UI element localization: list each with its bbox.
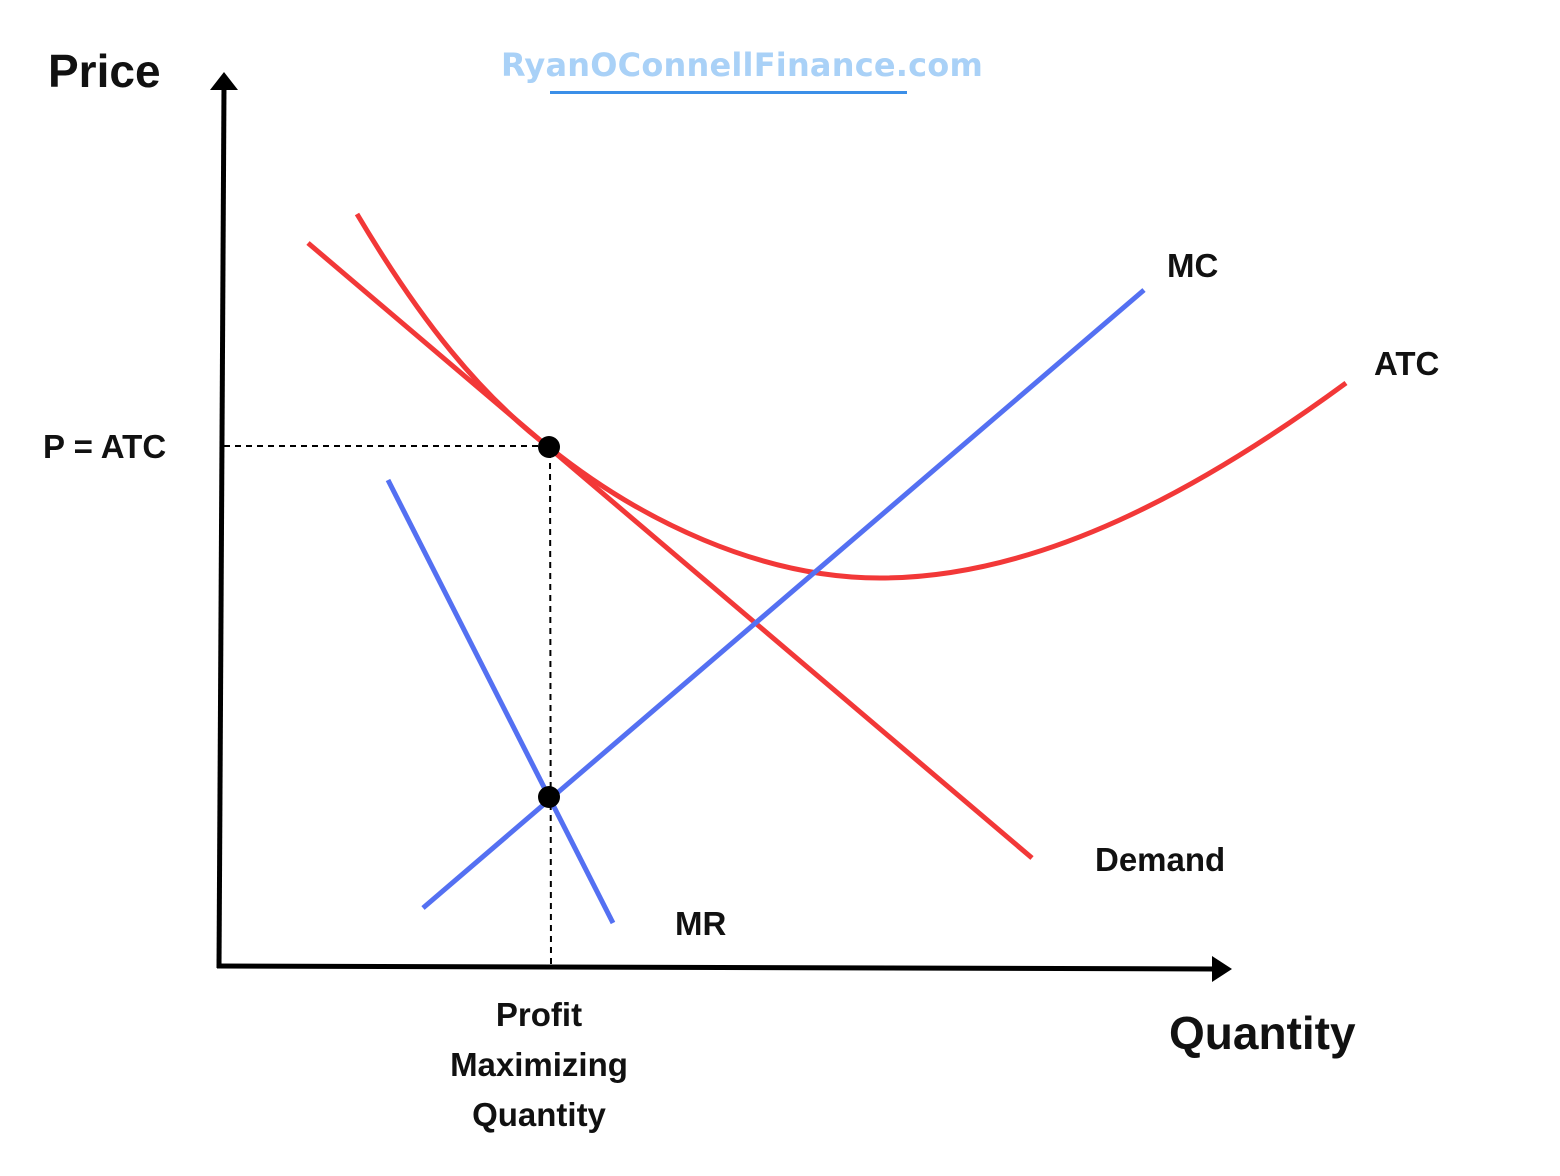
x-axis-arrow — [1212, 956, 1232, 982]
quantity-level-label: Profit Maximizing Quantity — [450, 996, 628, 1133]
y-axis-title: Price — [48, 45, 161, 97]
y-axis-arrow — [210, 72, 238, 90]
mr-curve — [385, 478, 616, 925]
atc-curve — [354, 212, 1348, 581]
mr-label: MR — [675, 905, 727, 942]
price-equals-atc-point — [538, 436, 560, 458]
demand-curve — [306, 241, 1034, 860]
mc-curve — [421, 288, 1146, 910]
atc-label: ATC — [1374, 345, 1440, 382]
demand-label: Demand — [1095, 841, 1226, 878]
price-level-label: P = ATC — [43, 428, 167, 465]
mc-label: MC — [1167, 247, 1219, 284]
x-axis-title: Quantity — [1169, 1007, 1356, 1059]
watermark-text: RyanOConnellFinance.com — [501, 46, 984, 84]
quantity-guide-line — [549, 451, 552, 967]
x-axis — [216, 963, 1217, 972]
watermark-underline — [550, 91, 907, 94]
y-axis — [216, 85, 227, 969]
mr-equals-mc-point — [538, 786, 560, 808]
